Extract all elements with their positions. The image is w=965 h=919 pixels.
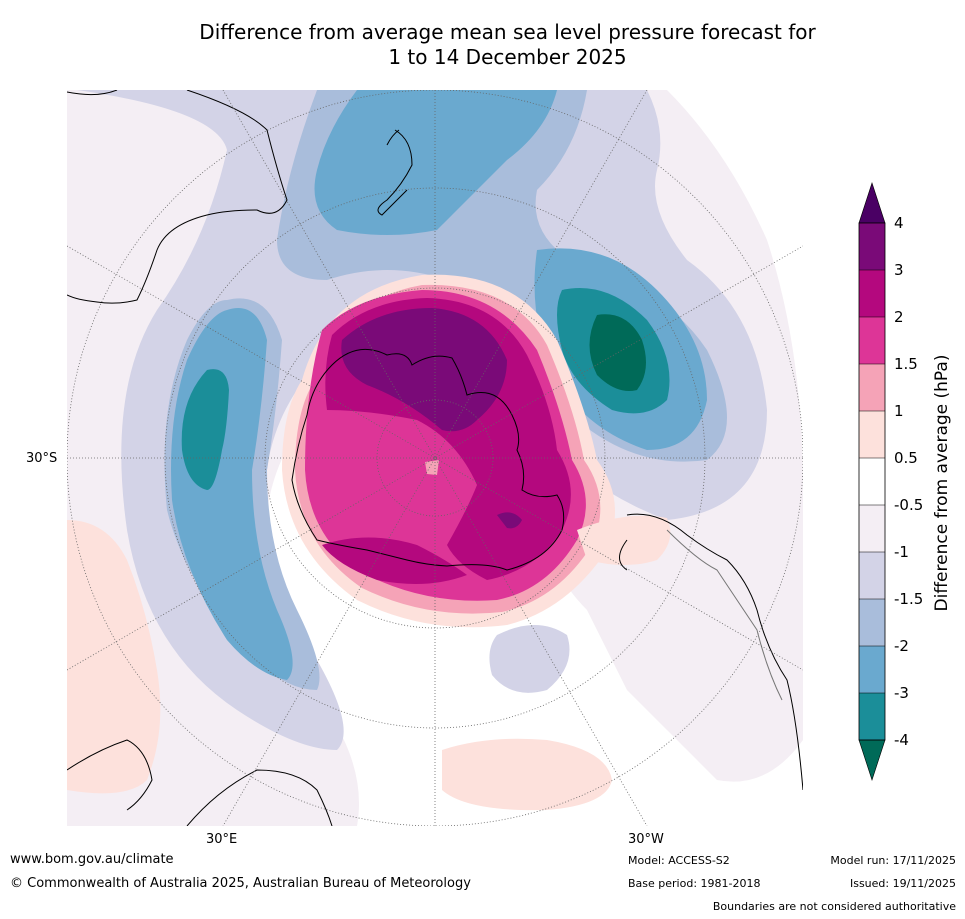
footer-website-link[interactable]: www.bom.gov.au/climate bbox=[10, 852, 174, 867]
coastline-africa bbox=[67, 739, 333, 826]
colorbar-tick: 3 bbox=[894, 261, 904, 279]
colorbar-tick: -1.5 bbox=[894, 590, 924, 608]
lon-label-30w: 30°W bbox=[628, 832, 664, 847]
coastline-antarctica bbox=[291, 348, 565, 571]
anomaly-region-pos3 bbox=[341, 308, 507, 432]
colorbar-tick: -3 bbox=[894, 684, 909, 702]
colorbar-tick: -1 bbox=[894, 543, 909, 561]
coastline-australia bbox=[67, 90, 288, 304]
colorbar-extend-top bbox=[858, 182, 886, 224]
anomaly-region-pos3-small bbox=[497, 512, 522, 529]
lon-label-30e: 30°E bbox=[206, 832, 238, 847]
colorbar-tick: -0.5 bbox=[894, 496, 924, 514]
colorbar-bin-neg0.5-0.5 bbox=[859, 458, 885, 505]
coastline-south-america bbox=[619, 513, 803, 791]
colorbar-bin-neg2-neg1.5 bbox=[859, 599, 885, 646]
anomaly-region-neg2-nz bbox=[314, 90, 557, 235]
graticule-meridian-5 bbox=[222, 90, 648, 826]
colorbar-bin-neg4-neg3 bbox=[859, 693, 885, 740]
colorbar-tick: -4 bbox=[894, 731, 909, 749]
anomaly-region-pos0.5-samerica bbox=[577, 515, 671, 565]
lat-label-30s: 30°S bbox=[26, 451, 58, 466]
colorbar-outline bbox=[858, 222, 886, 741]
footer-model-run: Model run: 17/11/2025 bbox=[830, 854, 956, 867]
anomaly-region-neg1-south bbox=[489, 625, 570, 693]
graticule-meridian-6 bbox=[222, 90, 648, 826]
graticule-meridian-3 bbox=[67, 245, 803, 671]
colorbar-bin-2-3 bbox=[859, 270, 885, 317]
colorbar-tick: 0.5 bbox=[894, 449, 918, 467]
colorbar-bin-neg3-neg2 bbox=[859, 646, 885, 693]
footer-base-period: Base period: 1981-2018 bbox=[628, 877, 761, 890]
graticule-meridian-4 bbox=[67, 245, 803, 671]
legend-title: Difference from average (hPa) bbox=[932, 354, 952, 612]
colorbar-bin-1.5-2 bbox=[859, 317, 885, 364]
footer-model: Model: ACCESS-S2 bbox=[628, 854, 730, 867]
footer-issued: Issued: 19/11/2025 bbox=[849, 877, 956, 890]
colorbar-tick: -2 bbox=[894, 637, 909, 655]
chart-title: Difference from average mean sea level p… bbox=[100, 20, 915, 70]
colorbar-tick: 1 bbox=[894, 402, 904, 420]
colorbar-bin-0.5-1 bbox=[859, 411, 885, 458]
anomaly-region-pos0.5-southwest bbox=[67, 520, 161, 794]
title-line-2: 1 to 14 December 2025 bbox=[388, 45, 627, 69]
colorbar-extend-bottom bbox=[858, 739, 886, 781]
colorbar-tick: 1.5 bbox=[894, 355, 918, 373]
anomaly-region-pos0.5-southeast bbox=[442, 738, 612, 811]
pressure-anomaly-map bbox=[67, 90, 803, 826]
anomaly-region-pos2-south bbox=[322, 537, 467, 584]
anomaly-region-neg3-west bbox=[181, 369, 229, 490]
south-america-borders bbox=[666, 529, 783, 701]
colorbar-tick: 4 bbox=[894, 214, 904, 232]
colorbar-bin-3-4 bbox=[859, 223, 885, 270]
graticule-ring-40s bbox=[164, 187, 706, 729]
colorbar-bin-neg1-neg0.5 bbox=[859, 505, 885, 552]
map-panel bbox=[67, 90, 803, 826]
coastline-new-zealand bbox=[377, 129, 413, 216]
colorbar-bin-neg1.5-neg1 bbox=[859, 552, 885, 599]
colorbar-tick: 2 bbox=[894, 308, 904, 326]
anomaly-region-neg4-east bbox=[589, 314, 646, 391]
footer-copyright: © Commonwealth of Australia 2025, Austra… bbox=[10, 876, 471, 891]
anomaly-region-pos-pole bbox=[425, 460, 439, 475]
footer-disclaimer: Boundaries are not considered authoritat… bbox=[712, 900, 956, 913]
colorbar-svg bbox=[858, 182, 886, 781]
colorbar-bin-1-1.5 bbox=[859, 364, 885, 411]
title-line-1: Difference from average mean sea level p… bbox=[199, 20, 816, 44]
legend-colorbar: 4 3 2 1.5 1 0.5 -0.5 -1 -1.5 -2 -3 -4 bbox=[850, 180, 965, 790]
